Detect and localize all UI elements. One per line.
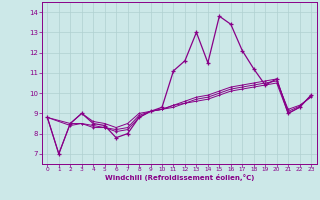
X-axis label: Windchill (Refroidissement éolien,°C): Windchill (Refroidissement éolien,°C) (105, 174, 254, 181)
